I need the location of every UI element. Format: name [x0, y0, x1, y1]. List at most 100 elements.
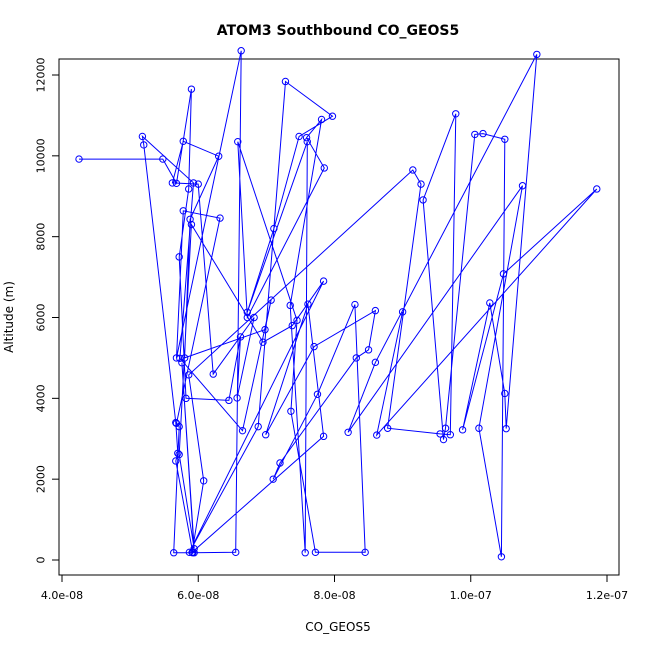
data-point [286, 301, 294, 310]
data-point [159, 155, 167, 163]
data-point [281, 77, 290, 86]
data-point [168, 179, 177, 187]
data-point [502, 424, 510, 433]
data-point [194, 180, 202, 188]
data-point [446, 431, 455, 439]
data-point [186, 215, 194, 223]
data-point [261, 325, 269, 334]
data-point [304, 300, 312, 308]
data-point [533, 50, 541, 59]
data-point [439, 435, 448, 444]
data-point [351, 300, 359, 309]
data-point [501, 135, 509, 143]
data-point [182, 394, 190, 403]
data-point [187, 85, 196, 93]
data-point [311, 548, 320, 557]
y-tick-label: 0 [35, 557, 48, 564]
data-point [328, 112, 337, 120]
data-point [172, 457, 180, 465]
data-point [409, 166, 417, 174]
data-point [188, 548, 196, 557]
x-axis: 4.0e-08 6.0e-08 8.0e-08 1.0e-07 1.2e-07 [41, 574, 628, 602]
data-point [178, 359, 186, 367]
data-point [209, 370, 217, 378]
data-point [361, 548, 369, 557]
data-point [497, 553, 506, 561]
data-point [140, 141, 148, 149]
data-point [499, 270, 508, 278]
data-point [259, 338, 267, 346]
data-point [288, 321, 296, 330]
x-tick-label: 1.0e-07 [450, 589, 492, 602]
data-point [320, 164, 328, 172]
x-axis-label: CO_GEOS5 [305, 620, 370, 634]
data-point [293, 316, 301, 325]
y-tick-label: 6000 [35, 304, 48, 332]
data-point [501, 389, 509, 398]
data-point [364, 346, 373, 354]
data-point [452, 110, 460, 118]
data-point [301, 549, 309, 557]
data-point [371, 358, 380, 367]
x-tick-label: 8.0e-08 [313, 589, 355, 602]
data-point [270, 224, 278, 233]
data-point [417, 180, 425, 188]
data-point [189, 179, 198, 187]
data-point [419, 196, 427, 204]
data-point [200, 477, 208, 485]
data-point [175, 253, 183, 261]
data-point [383, 424, 392, 432]
data-point [295, 132, 303, 141]
data-point [267, 296, 275, 304]
x-tick-label: 6.0e-08 [177, 589, 219, 602]
data-point [176, 354, 184, 363]
data-point [172, 354, 181, 362]
data-point [75, 155, 83, 163]
data-point [436, 430, 444, 438]
data-point [319, 277, 328, 285]
data-point [475, 424, 483, 432]
data-point [175, 450, 183, 459]
data-point [319, 432, 328, 441]
data-point [254, 422, 262, 431]
data-point [185, 548, 194, 557]
data-point [237, 47, 245, 55]
data-point [287, 407, 295, 415]
data-point [344, 428, 352, 436]
data-point [518, 182, 527, 190]
plot-area [75, 47, 601, 561]
data-point [179, 207, 187, 215]
data-point [317, 115, 326, 124]
data-point [269, 475, 277, 483]
y-tick-label: 4000 [35, 384, 48, 412]
data-point [303, 137, 311, 146]
y-tick-label: 12000 [35, 58, 48, 93]
data-point [310, 342, 318, 351]
data-point [398, 308, 407, 316]
data-point [373, 431, 381, 439]
data-point [185, 185, 193, 193]
data-point [170, 549, 178, 557]
data-point [232, 548, 240, 557]
y-axis-label: Altitude (m) [2, 281, 16, 353]
data-point [172, 179, 181, 188]
data-point [593, 185, 601, 193]
data-point [225, 396, 233, 405]
data-point [371, 306, 380, 315]
data-point [233, 394, 241, 402]
data-point [236, 333, 245, 341]
data-point [243, 308, 252, 316]
data-point [471, 130, 479, 139]
data-point [179, 137, 187, 145]
data-point [261, 431, 270, 439]
data-point [190, 544, 198, 553]
data-point [187, 220, 196, 229]
data-point [302, 133, 311, 142]
data-point [238, 426, 247, 435]
data-point [174, 449, 182, 457]
data-point [138, 132, 147, 141]
y-tick-label: 2000 [35, 465, 48, 493]
data-point [243, 313, 252, 322]
data-point [185, 371, 193, 379]
